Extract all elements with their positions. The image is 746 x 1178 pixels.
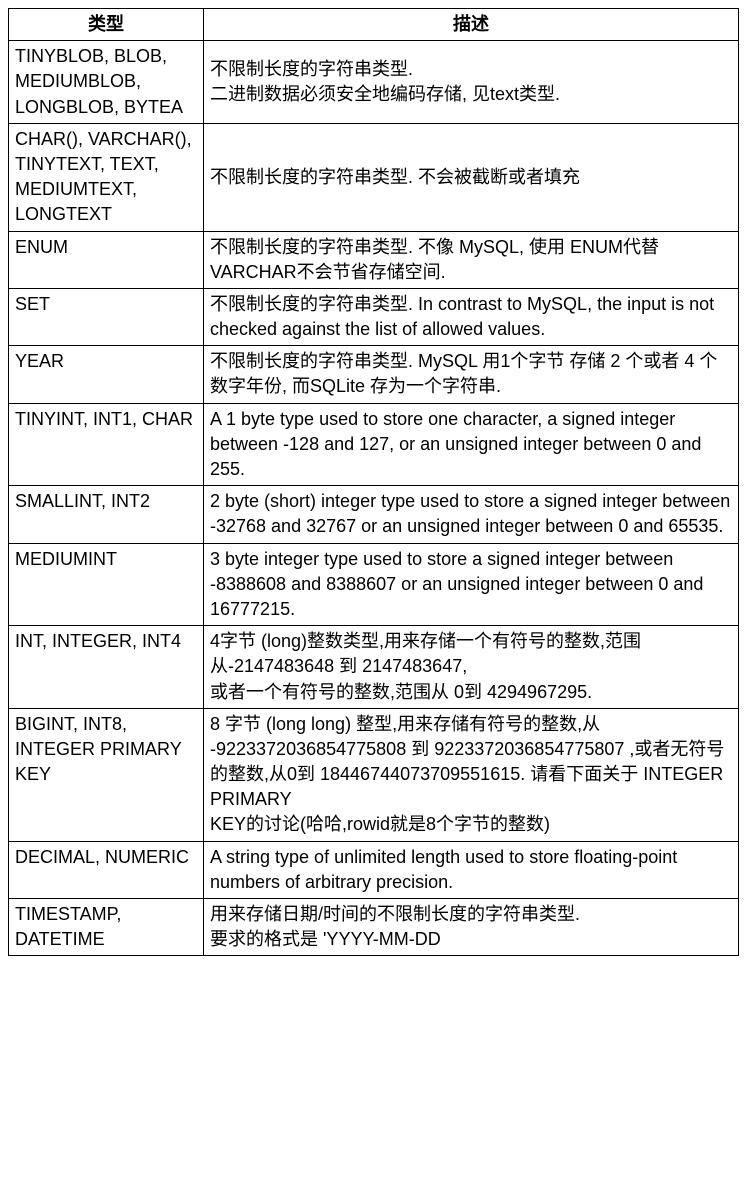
type-description-table: 类型 描述 TINYBLOB, BLOB, MEDIUMBLOB, LONGBL… bbox=[8, 8, 739, 956]
table-row: SMALLINT, INT22 byte (short) integer typ… bbox=[9, 486, 739, 543]
table-row: SET不限制长度的字符串类型. In contrast to MySQL, th… bbox=[9, 288, 739, 345]
cell-desc: 不限制长度的字符串类型. MySQL 用1个字节 存储 2 个或者 4 个数字年… bbox=[204, 346, 739, 403]
cell-desc: 8 字节 (long long) 整型,用来存储有符号的整数,从 -922337… bbox=[204, 708, 739, 841]
cell-type: BIGINT, INT8, INTEGER PRIMARY KEY bbox=[9, 708, 204, 841]
cell-type: TINYBLOB, BLOB, MEDIUMBLOB, LONGBLOB, BY… bbox=[9, 41, 204, 124]
cell-type: INT, INTEGER, INT4 bbox=[9, 626, 204, 709]
cell-type: SET bbox=[9, 288, 204, 345]
cell-desc: 不限制长度的字符串类型. 不像 MySQL, 使用 ENUM代替VARCHAR不… bbox=[204, 231, 739, 288]
cell-type: TIMESTAMP, DATETIME bbox=[9, 899, 204, 956]
cell-desc: 3 byte integer type used to store a sign… bbox=[204, 543, 739, 626]
cell-desc: A string type of unlimited length used t… bbox=[204, 841, 739, 898]
table-row: BIGINT, INT8, INTEGER PRIMARY KEY8 字节 (l… bbox=[9, 708, 739, 841]
cell-type: MEDIUMINT bbox=[9, 543, 204, 626]
table-row: TINYBLOB, BLOB, MEDIUMBLOB, LONGBLOB, BY… bbox=[9, 41, 739, 124]
table-header-row: 类型 描述 bbox=[9, 9, 739, 41]
cell-type: TINYINT, INT1, CHAR bbox=[9, 403, 204, 486]
table-row: TINYINT, INT1, CHARA 1 byte type used to… bbox=[9, 403, 739, 486]
cell-type: YEAR bbox=[9, 346, 204, 403]
header-type: 类型 bbox=[9, 9, 204, 41]
cell-desc: 不限制长度的字符串类型. 二进制数据必须安全地编码存储, 见text类型. bbox=[204, 41, 739, 124]
cell-type: CHAR(), VARCHAR(), TINYTEXT, TEXT, MEDIU… bbox=[9, 123, 204, 231]
table-row: ENUM不限制长度的字符串类型. 不像 MySQL, 使用 ENUM代替VARC… bbox=[9, 231, 739, 288]
table-row: INT, INTEGER, INT44字节 (long)整数类型,用来存储一个有… bbox=[9, 626, 739, 709]
cell-type: DECIMAL, NUMERIC bbox=[9, 841, 204, 898]
table-row: MEDIUMINT3 byte integer type used to sto… bbox=[9, 543, 739, 626]
cell-desc: 2 byte (short) integer type used to stor… bbox=[204, 486, 739, 543]
cell-desc: 用来存储日期/时间的不限制长度的字符串类型. 要求的格式是 'YYYY-MM-D… bbox=[204, 899, 739, 956]
table-row: CHAR(), VARCHAR(), TINYTEXT, TEXT, MEDIU… bbox=[9, 123, 739, 231]
cell-desc: 不限制长度的字符串类型. 不会被截断或者填充 bbox=[204, 123, 739, 231]
cell-type: SMALLINT, INT2 bbox=[9, 486, 204, 543]
header-desc: 描述 bbox=[204, 9, 739, 41]
cell-type: ENUM bbox=[9, 231, 204, 288]
cell-desc: 4字节 (long)整数类型,用来存储一个有符号的整数,范围从-21474836… bbox=[204, 626, 739, 709]
cell-desc: 不限制长度的字符串类型. In contrast to MySQL, the i… bbox=[204, 288, 739, 345]
table-row: TIMESTAMP, DATETIME用来存储日期/时间的不限制长度的字符串类型… bbox=[9, 899, 739, 956]
cell-desc: A 1 byte type used to store one characte… bbox=[204, 403, 739, 486]
table-row: YEAR不限制长度的字符串类型. MySQL 用1个字节 存储 2 个或者 4 … bbox=[9, 346, 739, 403]
table-row: DECIMAL, NUMERICA string type of unlimit… bbox=[9, 841, 739, 898]
